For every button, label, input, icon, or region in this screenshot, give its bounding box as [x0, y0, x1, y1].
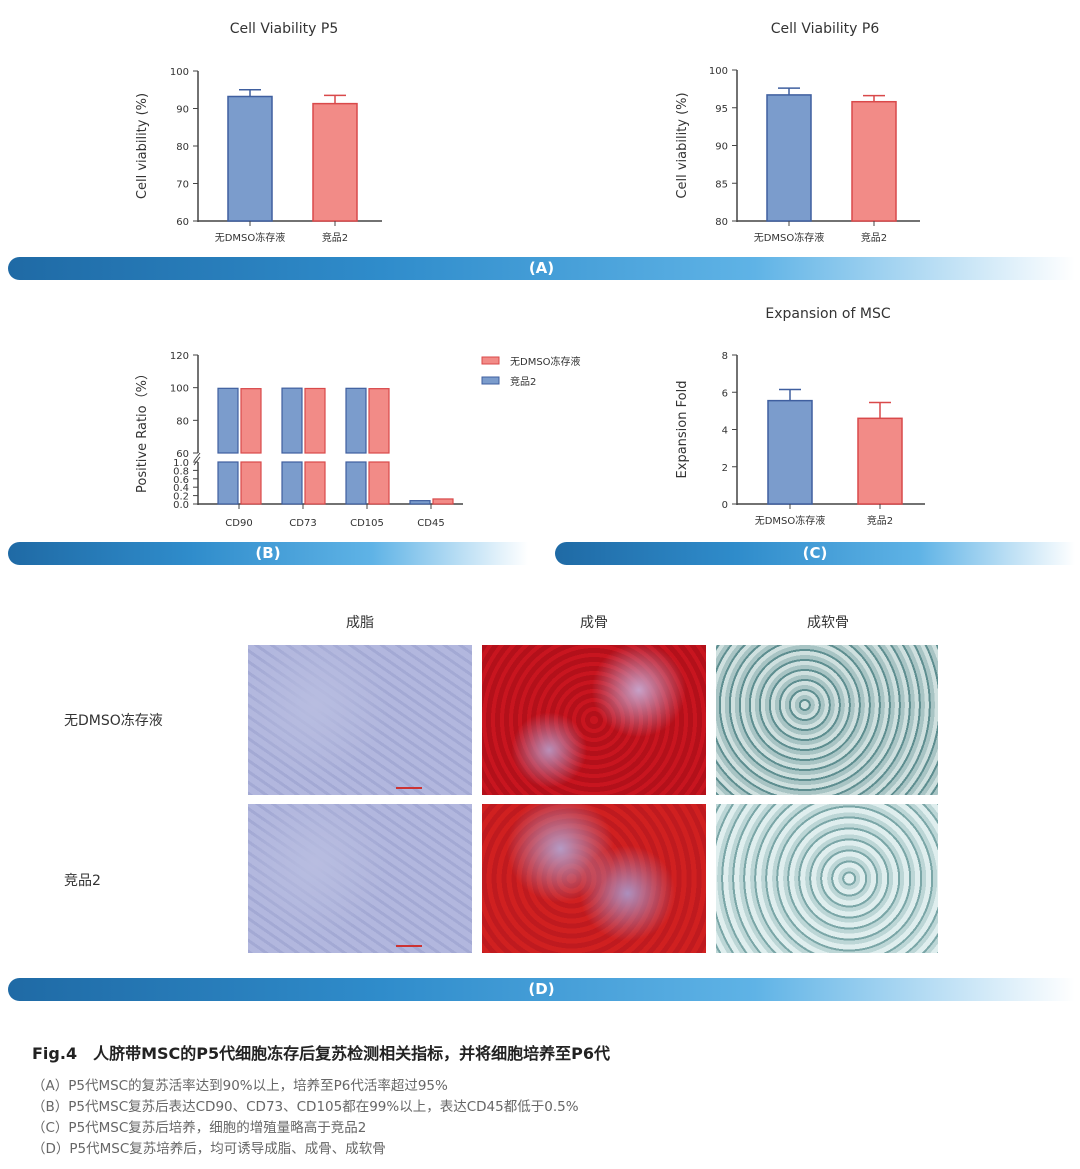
y-tick-label: 70	[176, 180, 189, 191]
osteogenic-image-no-dmso	[482, 645, 706, 795]
adipogenic-image-competitor	[248, 804, 472, 953]
banner-a-label: (A)	[528, 259, 555, 277]
chart-title: Expansion of MSC	[765, 306, 890, 322]
y-tick-label: 85	[715, 179, 728, 190]
banner-c: (C)	[555, 542, 1075, 565]
y-tick-label: 4	[722, 426, 728, 437]
chondrogenic-image-competitor	[716, 804, 938, 953]
y-axis-label: Cell viability (%)	[135, 93, 150, 199]
row-label-competitor: 竞品2	[64, 873, 101, 889]
bar	[432, 498, 454, 505]
caption-title: Fig.4 人脐带MSC的P5代细胞冻存后复苏检测相关指标，并将细胞培养至P6代	[32, 1044, 610, 1063]
y-axis-label: Positive Ratio（%）	[135, 367, 150, 493]
x-tick-label: CD90	[225, 518, 252, 529]
y-tick-label: 1.0	[173, 458, 189, 469]
x-tick-label: CD45	[417, 518, 444, 529]
y-tick-label: 90	[176, 105, 189, 116]
bar-upper	[217, 387, 239, 454]
y-tick-label: 0.0	[173, 500, 189, 511]
chart-title: Cell Viability P5	[230, 21, 339, 37]
x-tick-label: 竞品2	[322, 231, 348, 244]
axis-break-mark	[193, 452, 201, 462]
y-tick-label: 0.8	[173, 466, 189, 477]
banner-b: (B)	[8, 542, 528, 565]
scale-bar	[396, 945, 422, 947]
bar	[857, 417, 903, 505]
scale-bar	[396, 787, 422, 789]
bar-lower	[368, 461, 390, 505]
bar	[851, 100, 897, 222]
y-tick-label: 60	[176, 449, 189, 460]
axis-break-mark	[193, 456, 201, 466]
y-tick-label: 120	[170, 351, 189, 362]
y-tick-label: 95	[715, 104, 728, 115]
bar-lower	[345, 461, 367, 505]
y-tick-label: 100	[709, 66, 728, 77]
bar-upper	[304, 387, 326, 454]
x-tick-label: 无DMSO冻存液	[215, 231, 286, 244]
legend-swatch	[481, 356, 500, 365]
y-tick-label: 0	[722, 500, 728, 511]
banner-d: (D)	[8, 978, 1075, 1001]
y-tick-label: 100	[170, 67, 189, 78]
y-axis-label: Expansion Fold	[675, 381, 690, 479]
column-header-adipogenic: 成脂	[346, 615, 374, 631]
y-tick-label: 60	[176, 217, 189, 228]
banner-a: (A)	[8, 257, 1075, 280]
caption-line-b: （B）P5代MSC复苏后表达CD90、CD73、CD105都在99%以上，表达C…	[32, 1099, 579, 1115]
y-axis-label: Cell viability (%)	[675, 92, 690, 198]
bar	[766, 94, 812, 222]
y-tick-label: 80	[715, 217, 728, 228]
y-tick-label: 90	[715, 142, 728, 153]
x-tick-label: CD73	[289, 518, 316, 529]
osteogenic-image-competitor	[482, 804, 706, 953]
legend-swatch	[481, 376, 500, 385]
bar-upper	[240, 388, 262, 454]
y-tick-label: 8	[722, 351, 728, 362]
y-tick-label: 2	[722, 463, 728, 474]
bar-upper	[281, 387, 303, 454]
bar	[409, 500, 431, 505]
x-tick-label: 竞品2	[867, 514, 893, 527]
y-tick-label: 0.2	[173, 492, 189, 503]
column-header-osteogenic: 成骨	[580, 615, 608, 631]
bar-lower	[304, 461, 326, 505]
legend-label: 无DMSO冻存液	[510, 355, 581, 368]
y-tick-label: 80	[176, 142, 189, 153]
y-tick-label: 0.4	[173, 483, 189, 494]
x-tick-label: 无DMSO冻存液	[755, 514, 826, 527]
bar-lower	[240, 461, 262, 505]
y-tick-label: 0.6	[173, 475, 189, 486]
bar-upper	[345, 387, 367, 454]
chondrogenic-image-no-dmso	[716, 645, 938, 795]
banner-d-label: (D)	[528, 980, 555, 998]
chart-title: Cell Viability P6	[771, 21, 880, 37]
row-label-no-dmso: 无DMSO冻存液	[64, 713, 163, 729]
caption-line-c: （C）P5代MSC复苏后培养，细胞的增殖量略高于竞品2	[32, 1120, 367, 1136]
bar-upper	[368, 388, 390, 454]
bar	[312, 102, 358, 222]
legend-label: 竞品2	[510, 375, 536, 388]
caption-line-a: （A）P5代MSC的复苏活率达到90%以上，培养至P6代活率超过95%	[32, 1078, 448, 1094]
bar	[767, 399, 813, 505]
y-tick-label: 100	[170, 384, 189, 395]
x-tick-label: 无DMSO冻存液	[754, 231, 825, 244]
bar-lower	[281, 461, 303, 505]
y-tick-label: 6	[722, 388, 728, 399]
x-tick-label: CD105	[350, 518, 384, 529]
adipogenic-image-no-dmso	[248, 645, 472, 795]
bar	[227, 95, 273, 222]
banner-b-label: (B)	[255, 544, 281, 562]
x-tick-label: 竞品2	[861, 231, 887, 244]
y-tick-label: 80	[176, 416, 189, 427]
banner-c-label: (C)	[802, 544, 828, 562]
caption-line-d: （D）P5代MSC复苏培养后，均可诱导成脂、成骨、成软骨	[32, 1141, 386, 1157]
column-header-chondrogenic: 成软骨	[807, 615, 849, 631]
bar-lower	[217, 461, 239, 505]
